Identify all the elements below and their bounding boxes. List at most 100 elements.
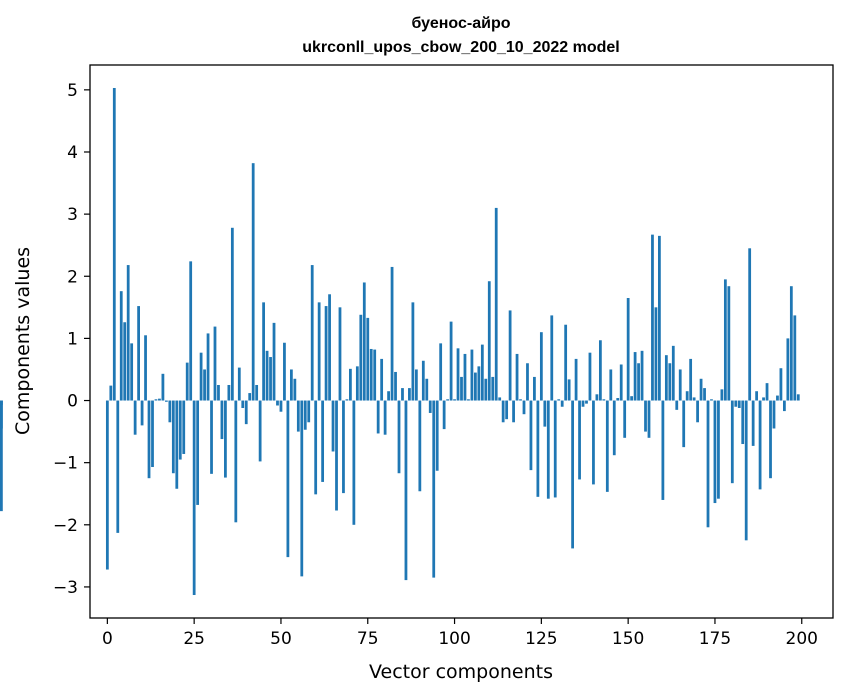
bar bbox=[574, 358, 578, 401]
bar bbox=[678, 369, 682, 401]
bar bbox=[144, 335, 147, 401]
bar bbox=[640, 350, 644, 401]
bar bbox=[571, 400, 574, 549]
bar bbox=[321, 400, 325, 482]
bar-series bbox=[0, 87, 800, 596]
x-tick-label: 50 bbox=[270, 629, 292, 649]
bar bbox=[557, 399, 561, 401]
chart-subtitle: ukrconll_upos_cbow_200_10_2022 model bbox=[302, 39, 619, 56]
bar bbox=[359, 314, 363, 401]
bar bbox=[609, 369, 613, 401]
bar bbox=[467, 399, 470, 401]
bar bbox=[137, 306, 140, 401]
bar bbox=[505, 400, 509, 420]
bar bbox=[439, 343, 443, 401]
bar bbox=[512, 400, 515, 423]
bar bbox=[394, 371, 397, 401]
bar bbox=[303, 400, 307, 430]
bar bbox=[230, 227, 234, 401]
bar bbox=[588, 352, 592, 401]
bar bbox=[196, 400, 200, 505]
bar bbox=[168, 400, 172, 423]
bar bbox=[619, 364, 623, 401]
y-tick-label: −3 bbox=[53, 578, 78, 598]
bar bbox=[161, 373, 165, 401]
y-tick-label: 2 bbox=[67, 267, 78, 287]
bar bbox=[612, 400, 616, 456]
bar bbox=[769, 400, 772, 479]
bar bbox=[744, 400, 748, 541]
bar bbox=[408, 388, 411, 401]
bar bbox=[723, 279, 727, 401]
bar bbox=[112, 87, 116, 401]
bar bbox=[567, 379, 571, 401]
bar bbox=[762, 397, 765, 401]
bar bbox=[699, 378, 703, 401]
bar bbox=[335, 400, 338, 511]
bar bbox=[258, 400, 262, 462]
y-tick-label: 0 bbox=[67, 392, 78, 412]
bar bbox=[404, 400, 408, 581]
bar bbox=[765, 383, 769, 401]
bar bbox=[675, 400, 679, 410]
bar bbox=[244, 400, 248, 425]
x-tick-label: 75 bbox=[357, 629, 379, 649]
bar bbox=[182, 400, 186, 454]
bar bbox=[748, 248, 752, 401]
x-tick-label: 100 bbox=[438, 629, 470, 649]
bar bbox=[272, 322, 276, 401]
bar bbox=[0, 400, 3, 512]
y-tick-label: 3 bbox=[67, 205, 78, 225]
bar bbox=[623, 400, 627, 438]
bar bbox=[564, 324, 568, 401]
bar bbox=[435, 400, 439, 471]
bar bbox=[463, 353, 467, 401]
bar bbox=[474, 372, 477, 401]
bar bbox=[328, 294, 331, 401]
bar bbox=[286, 400, 290, 558]
bar bbox=[494, 207, 498, 401]
bar bbox=[796, 394, 800, 401]
bar bbox=[189, 261, 193, 401]
bar bbox=[630, 396, 634, 401]
y-tick-label: 5 bbox=[67, 81, 78, 101]
bar bbox=[533, 376, 536, 401]
bar bbox=[717, 400, 720, 499]
bar bbox=[480, 344, 484, 401]
bar bbox=[515, 353, 519, 401]
bar bbox=[626, 298, 630, 401]
bar bbox=[682, 400, 686, 448]
x-tick-label: 175 bbox=[699, 629, 731, 649]
bar bbox=[105, 400, 109, 570]
bar bbox=[130, 343, 134, 401]
bar bbox=[293, 378, 297, 401]
bar bbox=[203, 369, 206, 401]
bar bbox=[598, 340, 602, 401]
bar bbox=[0, 400, 3, 405]
bar bbox=[158, 398, 161, 401]
bar bbox=[355, 366, 359, 401]
bar bbox=[227, 384, 231, 401]
bar bbox=[175, 400, 179, 489]
bar bbox=[362, 282, 366, 401]
bar bbox=[487, 281, 491, 401]
bar bbox=[578, 400, 581, 480]
x-tick-label: 125 bbox=[525, 629, 557, 649]
bar bbox=[428, 400, 432, 413]
bar bbox=[529, 400, 533, 471]
bar bbox=[550, 315, 554, 401]
bar bbox=[123, 322, 127, 401]
bar bbox=[720, 389, 724, 401]
bar bbox=[536, 400, 540, 497]
bar bbox=[793, 315, 797, 401]
bar bbox=[637, 363, 640, 401]
bar bbox=[414, 369, 418, 401]
bar bbox=[401, 388, 404, 401]
bar bbox=[210, 400, 213, 474]
y-axis: −3 −2 −1 0 1 2 3 4 5 bbox=[53, 81, 90, 598]
x-axis: 0 25 50 75 100 125 150 175 200 bbox=[102, 618, 818, 649]
bar bbox=[213, 326, 217, 401]
x-tick-label: 150 bbox=[612, 629, 644, 649]
bar bbox=[178, 400, 182, 460]
